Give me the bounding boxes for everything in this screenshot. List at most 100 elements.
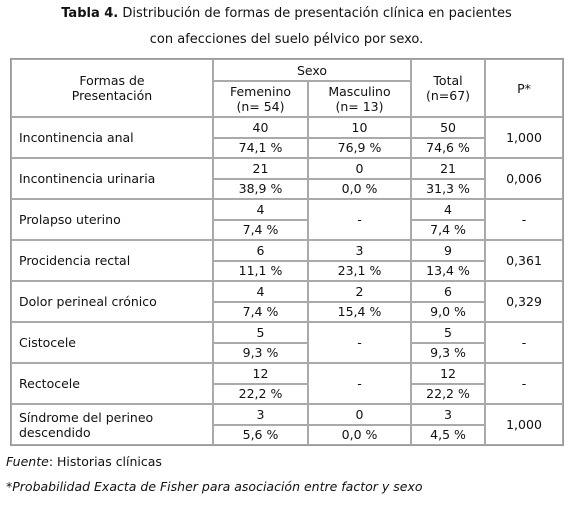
cell-percent: 13,4 % [411, 260, 486, 281]
cell-percent: 74,1 % [213, 137, 308, 158]
cell-percent: 7,4 % [411, 219, 486, 240]
data-table: Formas de Presentación Sexo Total (n=67) P* Fe… [10, 58, 565, 446]
header-cell: Formas de Presentación [11, 59, 213, 117]
cell-percent: 7,4 % [213, 219, 308, 240]
cell-p: - [485, 322, 564, 363]
data-row: Síndrome del perineo descendido 3 0 3 1,000 [11, 404, 564, 445]
cell-percent: 9,3 % [411, 342, 486, 363]
header-line: Femenino [229, 84, 292, 99]
cell-count: 3 [411, 404, 486, 425]
cell: - [308, 363, 412, 404]
header-cell: Masculino (n= 13) [308, 81, 412, 117]
title-text: Distribución de formas de presentación c… [122, 6, 512, 21]
cell-count: 0 [308, 404, 412, 425]
row-label: Incontinencia anal [11, 117, 213, 158]
cell-percent: 15,4 % [308, 301, 412, 322]
cell-percent: 76,9 % [308, 137, 412, 158]
cell-percent: 5,6 % [213, 424, 308, 445]
data-row: Rectocele 12-12- [11, 363, 564, 404]
cell-percent: 74,6 % [411, 137, 486, 158]
cell-count: 4 [411, 199, 486, 220]
data-row: Incontinencia anal 40 10 50 1,000 [11, 117, 564, 158]
table-title: Tabla 4. Distribución de formas de prese… [0, 6, 573, 21]
cell-count: 9 [411, 240, 486, 261]
header-line: Formas de [79, 73, 145, 88]
header-cell: Femenino (n= 54) [213, 81, 308, 117]
cell-count: 21 [213, 158, 308, 179]
data-row: Cistocele 5-5- [11, 322, 564, 363]
row-label: Cistocele [11, 322, 213, 363]
cell: - [308, 199, 412, 240]
row-label: Prolapso uterino [11, 199, 213, 240]
cell-percent: 4,5 % [411, 424, 486, 445]
cell-percent: 38,9 % [213, 178, 308, 199]
cell-count: 3 [308, 240, 412, 261]
cell-count: 4 [213, 281, 308, 302]
data-row: 74,1 % 76,9 % 74,6 % [11, 137, 563, 158]
header-line: (n= 54) [236, 99, 285, 114]
header-row: Femenino (n= 54) Masculino (n= 13) [11, 81, 563, 117]
header-line: Presentación [71, 88, 153, 103]
header-cell: Sexo [213, 59, 412, 81]
data-row: 22,2 % 22,2 % [11, 383, 563, 404]
data-row: Procidencia rectal 6 3 9 0,361 [11, 240, 564, 281]
data-row: 11,1 % 23,1 % 13,4 % [11, 260, 563, 281]
cell-count: 6 [213, 240, 308, 261]
cell-count: 2 [308, 281, 412, 302]
cell-count: 50 [411, 117, 486, 138]
data-row: Dolor perineal crónico 4 2 6 0,329 [11, 281, 564, 322]
cell-count: 12 [213, 363, 308, 384]
data-row: 5,6 % 0,0 % 4,5 % [11, 424, 563, 445]
source: Fuente: Historias clínicas [6, 454, 162, 469]
header-row: Formas de Presentación Sexo Total (n=67) P* [11, 59, 564, 117]
header-line: (n= 13) [335, 99, 384, 114]
cell-count: 4 [213, 199, 308, 220]
header-line: (n=67) [425, 88, 471, 103]
cell-count: 0 [308, 158, 412, 179]
title-label: Tabla 4. [61, 6, 119, 21]
cell-percent: 9,3 % [213, 342, 308, 363]
cell-p: 1,000 [485, 404, 564, 445]
cell-p: - [485, 199, 564, 240]
cell-count: 5 [213, 322, 308, 343]
cell-percent: 23,1 % [308, 260, 412, 281]
header-cell: P* [485, 59, 564, 117]
cell-p: 1,000 [485, 117, 564, 158]
row-label: Rectocele [11, 363, 213, 404]
header-cell: Total (n=67) [411, 59, 486, 117]
cell-count: 12 [411, 363, 486, 384]
cell-p: 0,361 [485, 240, 564, 281]
data-row: 38,9 % 0,0 % 31,3 % [11, 178, 563, 199]
cell-count: 6 [411, 281, 486, 302]
cell: - [308, 322, 412, 363]
row-label: Síndrome del perineo descendido [11, 404, 213, 445]
cell-percent: 31,3 % [411, 178, 486, 199]
cell-p: 0,329 [485, 281, 564, 322]
row-label: Dolor perineal crónico [11, 281, 213, 322]
row-label: Incontinencia urinaria [11, 158, 213, 199]
data-row: 7,4 % 7,4 % [11, 219, 563, 240]
note: *Probabilidad Exacta de Fisher para asoc… [6, 479, 423, 494]
cell-count: 5 [411, 322, 486, 343]
cell-percent: 22,2 % [213, 383, 308, 404]
data-row: 9,3 % 9,3 % [11, 342, 563, 363]
cell-percent: 11,1 % [213, 260, 308, 281]
cell-count: 3 [213, 404, 308, 425]
source-label: Fuente [6, 454, 49, 469]
header-line: Masculino [328, 84, 391, 99]
table-title-line2: con afecciones del suelo pélvico por sex… [149, 32, 424, 47]
cell-percent: 0,0 % [308, 424, 412, 445]
cell-percent: 7,4 % [213, 301, 308, 322]
cell-percent: 22,2 % [411, 383, 486, 404]
cell-p: 0,006 [485, 158, 564, 199]
cell-count: 21 [411, 158, 486, 179]
header-line: Total [433, 73, 463, 88]
data-row: Prolapso uterino 4-4- [11, 199, 564, 240]
data-row: Incontinencia urinaria 21 0 21 0,006 [11, 158, 564, 199]
cell-percent: 0,0 % [308, 178, 412, 199]
data-row: 7,4 % 15,4 % 9,0 % [11, 301, 563, 322]
cell-count: 10 [308, 117, 412, 138]
cell-count: 40 [213, 117, 308, 138]
cell-percent: 9,0 % [411, 301, 486, 322]
